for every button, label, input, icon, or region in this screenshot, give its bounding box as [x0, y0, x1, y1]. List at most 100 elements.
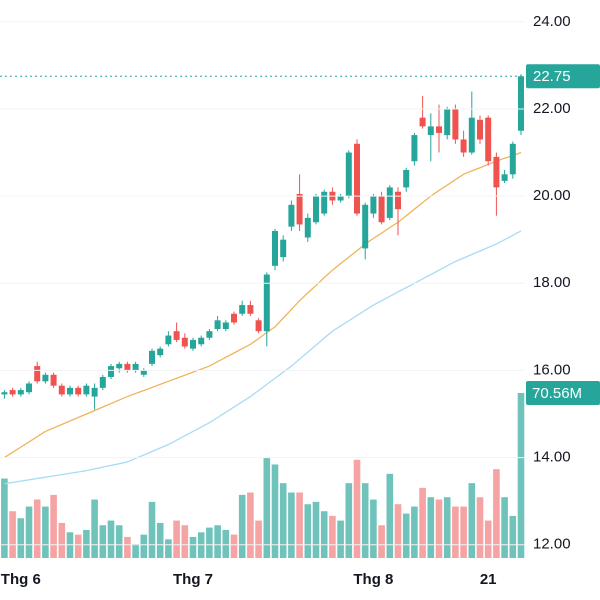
candle-body [362, 204, 369, 249]
candle-body [9, 390, 16, 395]
volume-bar [304, 504, 312, 558]
volume-bar [279, 483, 287, 558]
volume-tag [526, 381, 600, 405]
candle-body [165, 335, 172, 345]
volume-bar [493, 469, 500, 558]
y-tick-label: 16.00 [533, 361, 571, 378]
candle-body [34, 366, 41, 382]
candle-body [460, 139, 467, 153]
volume-bar [165, 539, 172, 558]
candle-body [58, 385, 65, 395]
candle-body [452, 108, 459, 140]
volume-bar [361, 483, 369, 558]
candle-body [296, 193, 303, 225]
candle-body [493, 156, 500, 188]
volume-bar [50, 494, 57, 558]
volume-bar [25, 506, 33, 558]
candle-body [181, 337, 188, 347]
volume-bar [484, 520, 492, 558]
candle-body [124, 363, 131, 371]
candle-body [99, 376, 106, 388]
x-tick-label: Thg 6 [1, 571, 41, 588]
volume-bar [402, 513, 410, 558]
volume-bar [132, 543, 139, 558]
volume-bar [247, 492, 254, 558]
y-tick-label: 14.00 [533, 449, 571, 466]
last-price-tag [526, 64, 600, 89]
candle-body [485, 117, 492, 162]
candle-body [337, 196, 344, 201]
candle-body [190, 339, 196, 349]
candle-body [378, 196, 385, 223]
candle-body [50, 374, 57, 386]
candle-body [173, 331, 180, 340]
candle-body [263, 274, 270, 332]
volume-bar [460, 506, 467, 558]
last-price-label: 22.75 [533, 68, 571, 85]
y-tick-label: 12.00 [533, 536, 571, 553]
candle-body [427, 126, 434, 136]
candle-body [198, 337, 205, 345]
candle-body [1, 392, 8, 395]
candle-body [132, 363, 139, 371]
x-tick-label: 21 [480, 571, 497, 588]
candle-body [370, 196, 377, 214]
volume-bar [394, 504, 402, 558]
volume-bar [222, 529, 230, 558]
volume-bar [181, 525, 189, 558]
volume-bar [238, 494, 246, 558]
volume-bar [140, 534, 148, 558]
volume-bar [312, 501, 320, 558]
x-tick-label: Thg 8 [353, 571, 393, 588]
candle-body [386, 187, 393, 218]
candle-body [247, 305, 254, 314]
y-tick-label: 24.00 [533, 13, 571, 30]
volume-bar [370, 499, 377, 558]
candle-body [518, 76, 524, 131]
candle-body [321, 191, 328, 214]
volume-bar [419, 487, 426, 558]
candle-body [206, 331, 213, 338]
volume-bar [83, 529, 90, 558]
y-tick-label: 22.00 [533, 100, 571, 117]
volume-bar [427, 497, 435, 558]
volume-bar [156, 522, 164, 558]
volume-bar [288, 492, 295, 558]
volume-bar [230, 534, 238, 558]
volume-bar [9, 511, 16, 558]
y-tick-label: 18.00 [533, 274, 571, 291]
candle-body [140, 370, 147, 375]
volume-bar [107, 520, 115, 558]
volume-label: 70.56M [532, 385, 582, 402]
candle-body [75, 387, 82, 395]
candle-body [477, 119, 483, 140]
candle-body [288, 204, 295, 227]
volume-bar [329, 515, 336, 558]
volume-bar [189, 536, 197, 558]
candle-body [444, 108, 451, 136]
volume-bar [17, 518, 25, 558]
y-tick-label: 20.00 [533, 187, 571, 204]
candle-body [26, 383, 32, 393]
volume-bar [74, 534, 82, 558]
moving-average [4, 151, 522, 459]
candle-body [83, 385, 90, 395]
volume-bar [206, 527, 213, 558]
volume-bar [411, 506, 418, 558]
candle-body [272, 230, 278, 266]
volume-bar [173, 520, 180, 558]
volume-bar [124, 536, 131, 558]
volume-bar [42, 506, 49, 558]
candle-body [345, 152, 352, 197]
volume-bar [378, 525, 385, 558]
candle-body [313, 196, 319, 223]
candle-body [231, 313, 237, 323]
candle-body [149, 350, 155, 364]
volume-bar [452, 506, 459, 558]
volume-bar [115, 525, 123, 558]
volume-bar [263, 457, 271, 558]
volume-bar [435, 499, 443, 558]
plot-area [1, 74, 525, 558]
candle-body [116, 363, 123, 369]
